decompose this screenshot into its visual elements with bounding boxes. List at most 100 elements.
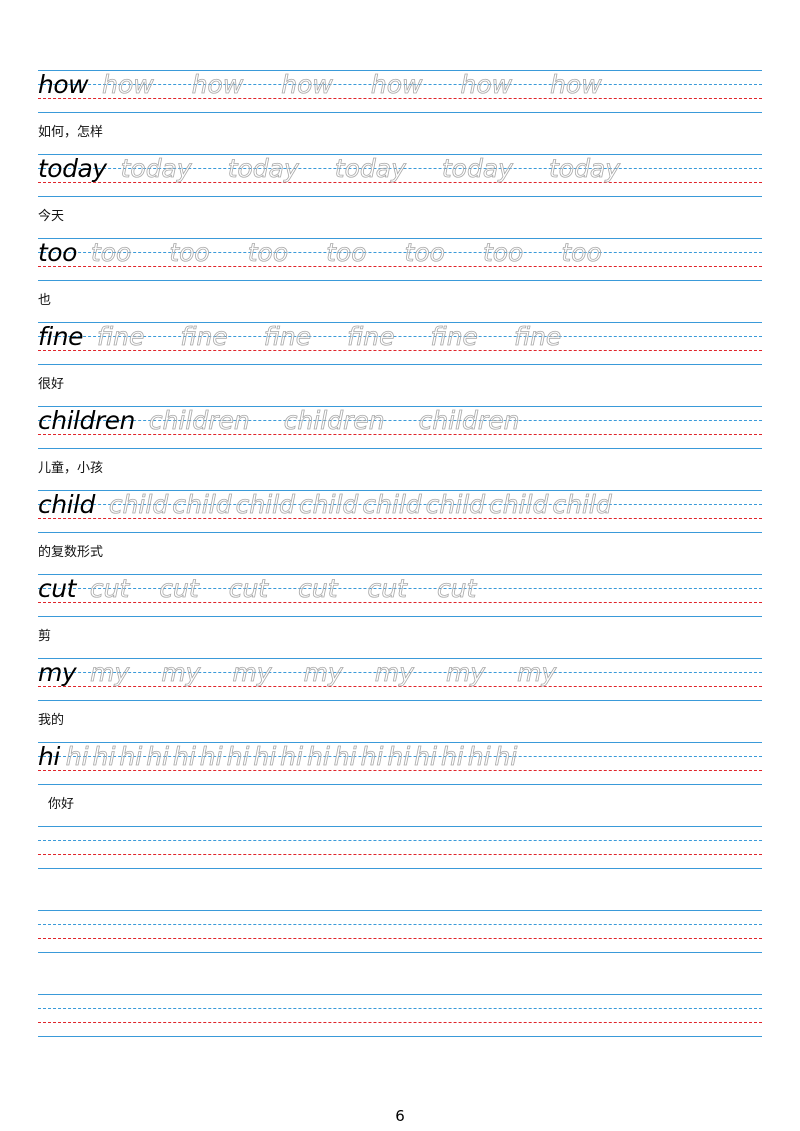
base-guide-line [38,938,762,939]
model-word: my [38,660,77,687]
trace-word[interactable]: child [235,492,295,519]
bottom-guide-line [38,868,762,869]
trace-word[interactable]: child [425,492,486,519]
trace-word[interactable]: children [148,408,250,435]
trace-word[interactable]: child [362,492,422,519]
trace-word[interactable]: fine [347,324,395,351]
trace-word[interactable]: hi [387,744,411,771]
trace-word[interactable]: too [169,240,210,267]
word-line: child child child child child child child child… [38,492,762,532]
trace-word[interactable]: too [90,240,132,267]
trace-word[interactable]: cut [228,576,269,603]
trace-word[interactable]: child [552,492,612,519]
trace-word[interactable]: my [374,660,414,687]
trace-word[interactable]: cut [436,576,477,603]
trace-word[interactable]: hi [494,744,518,771]
trace-word[interactable]: fine [430,324,478,351]
bottom-guide-line [38,196,762,197]
trace-word[interactable]: hi [306,744,331,771]
trace-word[interactable]: hi [226,744,250,771]
trace-word[interactable]: cut [159,576,199,603]
trace-word[interactable]: my [445,660,486,687]
trace-word[interactable]: cut [89,576,130,603]
trace-word[interactable]: my [161,660,201,687]
base-guide-line [38,266,762,267]
trace-word[interactable]: fine [513,324,562,351]
trace-words: child child child child child child child child [95,492,612,517]
trace-word[interactable]: how [191,72,244,99]
model-word: child [38,492,95,519]
trace-word[interactable]: too [326,240,367,267]
trace-word[interactable]: how [281,72,333,99]
trace-word[interactable]: my [517,660,557,687]
trace-word[interactable]: my [90,660,130,687]
trace-word[interactable]: how [550,72,602,99]
middle-guide-line [38,252,762,253]
trace-word[interactable]: hi [65,744,89,771]
trace-word[interactable]: hi [414,744,438,771]
trace-word[interactable]: my [303,660,343,687]
trace-word[interactable]: child [172,492,232,519]
blank-writing-row[interactable] [38,826,762,910]
chinese-meaning: 今天 [38,209,65,224]
trace-word[interactable]: fine [96,324,145,351]
practice-row: fine fine fine fine fine fine fine 很好 [38,322,762,406]
trace-word[interactable]: too [482,240,524,267]
trace-word[interactable]: today [227,156,299,183]
trace-word[interactable]: hi [360,744,384,771]
trace-word[interactable]: too [561,240,602,267]
word-line: cut cut cut cut cut cut cut [38,576,762,616]
trace-word[interactable]: hi [467,744,491,771]
practice-row: hi hi hi hi hi hi hi hi hi hi hi hi hi hi hi hi hi hi 你好 [38,742,762,826]
trace-word[interactable]: cut [298,576,338,603]
middle-guide-line [38,336,762,337]
trace-word[interactable]: fine [180,324,228,351]
word-line: how how how how how how how [38,72,762,112]
trace-words: too too too too too too too [77,240,603,267]
middle-guide-line [38,84,762,85]
model-word: children [38,408,135,435]
trace-word[interactable]: hi [280,744,304,771]
trace-word[interactable]: hi [199,744,223,771]
trace-word[interactable]: child [489,492,549,519]
top-guide-line [38,658,762,659]
trace-word[interactable]: children [283,408,385,435]
trace-word[interactable]: today [441,156,513,183]
trace-word[interactable]: my [232,660,272,687]
blank-writing-row[interactable] [38,910,762,994]
trace-word[interactable]: too [404,240,445,267]
middle-guide-line [38,420,762,421]
trace-word[interactable]: fine [263,324,312,351]
trace-word[interactable]: cut [367,576,407,603]
word-line: too too too too too too too too [38,240,762,280]
trace-word[interactable]: hi [92,744,116,771]
trace-word[interactable]: child [298,492,359,519]
trace-word[interactable]: too [247,240,289,267]
trace-word[interactable]: hi [333,744,357,771]
trace-word[interactable]: hi [253,744,277,771]
top-guide-line [38,70,762,71]
bottom-guide-line [38,1036,762,1037]
blank-writing-row[interactable] [38,994,762,1078]
trace-word[interactable]: how [370,72,423,99]
trace-word[interactable]: today [334,156,406,183]
trace-word[interactable]: hi [440,744,465,771]
page-number: 6 [395,1107,405,1125]
trace-word[interactable]: how [102,72,154,99]
middle-guide-line [38,672,762,673]
trace-word[interactable]: child [108,492,169,519]
word-line: children children children children [38,408,762,448]
trace-words: how how how how how how [88,72,602,97]
trace-word[interactable]: today [120,156,192,183]
trace-word[interactable]: hi [172,744,197,771]
trace-word[interactable]: children [418,408,520,435]
middle-guide-line [38,168,762,169]
trace-words: hi hi hi hi hi hi hi hi hi hi hi hi hi hi hi hi hi [60,744,518,771]
trace-word[interactable]: today [548,156,621,183]
bottom-guide-line [38,784,762,785]
trace-word[interactable]: hi [119,744,143,771]
middle-guide-line [38,1008,762,1009]
trace-word[interactable]: how [460,72,513,99]
trace-word[interactable]: hi [146,744,170,771]
bottom-guide-line [38,532,762,533]
